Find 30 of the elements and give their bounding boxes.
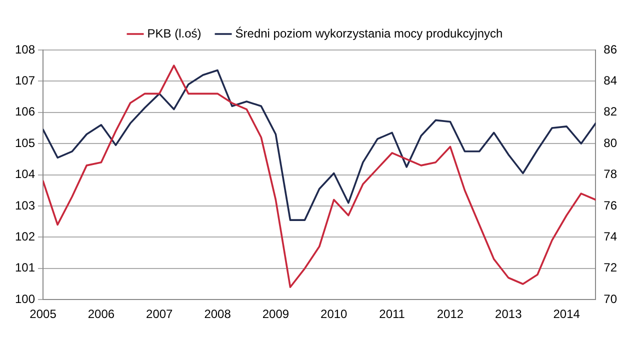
- y2-tick-label: 70: [604, 292, 618, 306]
- y2-tick-label: 84: [604, 74, 618, 88]
- y-tick-label: 103: [14, 198, 36, 212]
- x-tick-label: 2010: [320, 307, 348, 322]
- x-tick-label: 2009: [262, 307, 290, 322]
- y2-tick-label: 78: [604, 167, 618, 182]
- x-tick-label: 2012: [436, 307, 464, 322]
- y-tick-label: 102: [14, 230, 36, 244]
- x-tick-label: 2013: [495, 307, 522, 322]
- y2-tick-label: 74: [604, 230, 618, 244]
- x-tick-label: 2011: [379, 307, 406, 322]
- legend-label: Średni poziom wykorzystania mocy produkcyjnych: [235, 26, 503, 40]
- y-tick-label: 104: [14, 167, 36, 182]
- y2-tick-label: 82: [604, 104, 618, 119]
- x-tick-label: 2014: [553, 307, 580, 322]
- y-tick-label: 101: [14, 260, 36, 275]
- y-tick-label: 105: [14, 136, 36, 150]
- y-tick-label: 106: [14, 104, 36, 119]
- x-tick-label: 2005: [30, 307, 57, 322]
- y-tick-label: 108: [14, 42, 36, 56]
- y-tick-label: 100: [14, 292, 36, 306]
- legend-label: PKB (l.oś): [147, 26, 202, 40]
- x-tick-label: 2006: [88, 307, 115, 322]
- y2-tick-label: 80: [604, 136, 618, 150]
- y2-tick-label: 72: [604, 260, 618, 275]
- x-tick-label: 2007: [146, 307, 174, 322]
- y2-tick-label: 76: [604, 198, 618, 212]
- y-tick-label: 107: [14, 74, 36, 88]
- y2-tick-label: 86: [604, 42, 618, 56]
- x-tick-label: 2008: [204, 307, 232, 322]
